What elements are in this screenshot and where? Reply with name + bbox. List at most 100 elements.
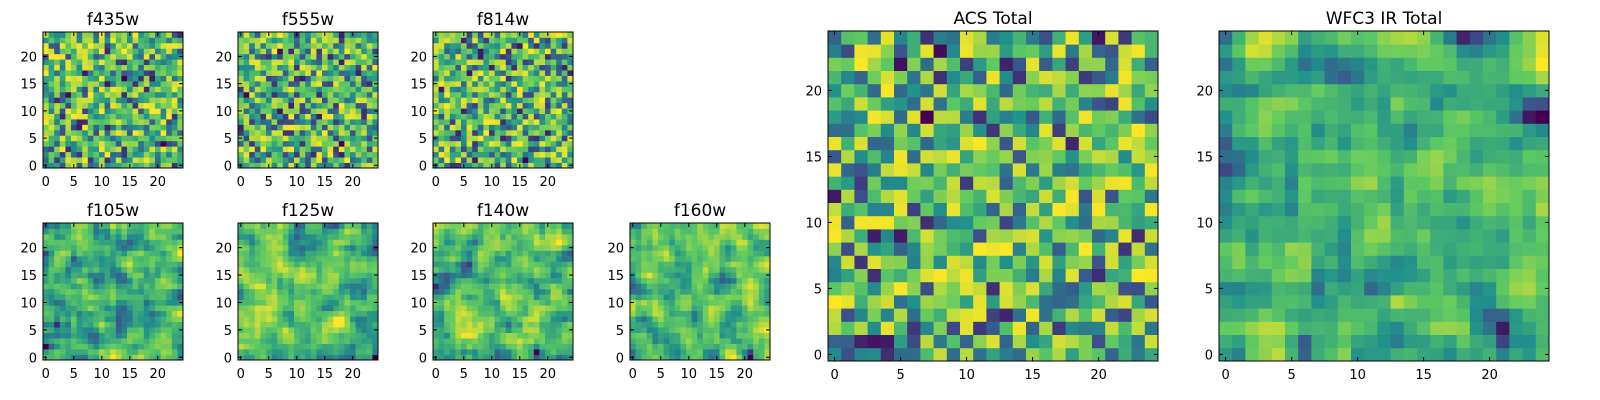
heatmap-cell [438,80,445,87]
heatmap-cell [511,294,518,301]
heatmap-cell [533,108,540,114]
heatmap-cell [127,239,133,246]
heatmap-cell [271,102,278,109]
heatmap-cell [87,157,94,163]
heatmap-cell [166,70,173,76]
heatmap-cell [366,97,373,104]
heatmap-cell [489,272,495,279]
heatmap-cell [333,157,340,163]
heatmap-cell [489,294,495,301]
heatmap-cell [271,310,278,317]
heatmap-cell [894,334,908,349]
heatmap-cell [316,272,323,279]
heatmap-cell [305,97,312,104]
heatmap-cell [266,283,272,290]
heatmap-cell [249,97,256,104]
heatmap-cell [494,157,501,163]
heatmap-cell [115,37,122,44]
heatmap-cell [372,129,379,136]
heatmap-cell [455,70,462,76]
heatmap-cell [143,108,150,114]
heatmap-cell [71,294,77,301]
heatmap-cell [652,343,659,350]
heatmap-cell [1144,308,1159,322]
heatmap-cell [127,266,133,273]
heatmap-cell [528,272,535,279]
heatmap-cell [277,283,284,290]
heatmap-cell [472,316,479,323]
panel-title: f140w [477,201,529,221]
heatmap-cell [561,32,568,38]
heatmap-cell [1105,202,1119,217]
heatmap-cell [517,129,523,136]
heatmap-cell [171,294,178,301]
heatmap-cell [43,140,49,147]
heatmap-cell [316,349,323,355]
heatmap-cell [355,349,362,355]
heatmap-cell [946,321,961,335]
heatmap-cell [483,338,490,344]
heatmap-cell [65,124,72,131]
heatmap-cell [355,135,362,142]
heatmap-cell [138,91,145,98]
heatmap-cell [87,129,94,136]
heatmap-cell [461,48,467,55]
heatmap-cell [305,42,312,49]
heatmap-cell [121,272,128,279]
heatmap-cell [438,228,445,235]
heatmap-cell [132,244,139,251]
heatmap-cell [82,113,89,120]
heatmap-cell [243,86,250,93]
heatmap-cell [243,91,250,98]
heatmap-cell [132,75,139,82]
heatmap-cell [455,75,462,82]
heatmap-cell [243,255,250,262]
heatmap-cell [282,223,289,229]
heatmap-cell [76,97,83,104]
heatmap-cell [500,48,507,55]
heatmap-cell [483,283,490,290]
heatmap-cell [355,261,362,268]
heatmap-cell [271,305,278,312]
heatmap-cell [366,70,373,76]
heatmap-cell [322,64,328,71]
heatmap-cell [76,354,83,361]
heatmap-cell [310,261,317,268]
heatmap-cell [288,75,295,82]
heatmap-cell [59,299,66,306]
heatmap-cell [155,151,161,158]
heatmap-cell [149,157,156,163]
heatmap-cell [110,272,117,279]
heatmap-cell [466,97,473,104]
heatmap-cell [449,244,456,251]
heatmap-cell [344,228,351,235]
heatmap-cell [76,338,83,344]
heatmap-cell [254,146,261,153]
heatmap-cell [338,250,345,257]
heatmap-cell [907,189,921,203]
heatmap-cell [489,53,495,60]
heatmap-cell [254,97,261,104]
heatmap-cell [561,140,568,147]
heatmap-cell [310,266,317,273]
heatmap-cell [1012,189,1027,203]
heatmap-cell [511,354,518,361]
heatmap-cell [545,239,551,246]
heatmap-cell [294,157,300,163]
heatmap-cell [449,332,456,339]
heatmap-cell [59,228,66,235]
heatmap-cell [545,255,551,262]
heatmap-cell [511,327,518,333]
heatmap-cell [127,140,133,147]
heatmap-cell [533,146,540,153]
heatmap-cell [433,305,439,312]
heatmap-cell [372,32,379,38]
heatmap-cell [121,102,128,109]
heatmap-cell [494,327,501,333]
heatmap-cell [327,338,334,344]
heatmap-cell [494,332,501,339]
heatmap-cell [658,321,664,328]
heatmap-cell [1026,255,1040,269]
heatmap-cell [641,266,648,273]
heatmap-cell [43,146,49,153]
